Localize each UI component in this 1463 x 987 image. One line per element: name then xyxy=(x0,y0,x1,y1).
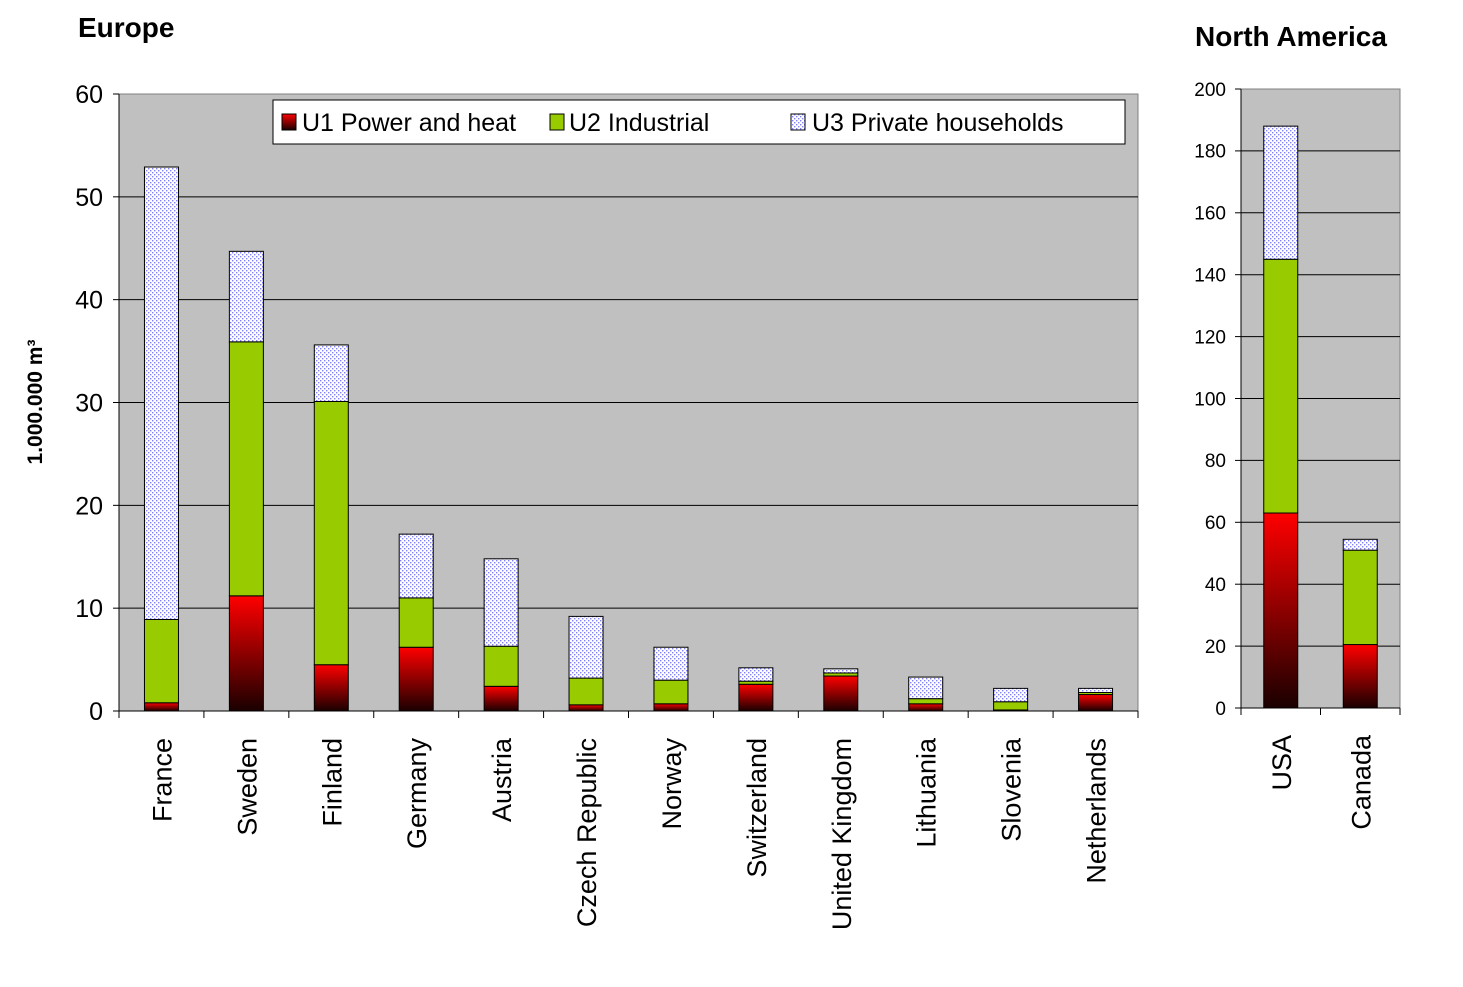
north-america-y-tick-label-200: 200 xyxy=(1194,80,1226,101)
legend-label-u2: U2 Industrial xyxy=(569,109,709,137)
europe-category-label-slovenia: Slovenia xyxy=(997,737,1027,842)
north-america-y-tick-label-80: 80 xyxy=(1205,451,1226,472)
europe-bar-czech-republic-u1 xyxy=(568,704,604,712)
europe-bar-czech-republic-u3 xyxy=(568,615,604,679)
europe-category-label-france: France xyxy=(147,738,177,822)
europe-bar-united-kingdom-u1 xyxy=(823,675,859,712)
europe-bar-norway-u1 xyxy=(653,703,689,712)
north-america-y-tick-label-140: 140 xyxy=(1194,266,1226,287)
north-america-y-tick-label-0: 0 xyxy=(1215,699,1226,720)
north-america-y-tick-label-20: 20 xyxy=(1205,637,1226,658)
legend: U1 Power and heat U2 Industrial U3 Priva… xyxy=(272,99,1126,145)
europe-y-tick-label-40: 40 xyxy=(75,287,103,315)
europe-bar-slovenia-u2 xyxy=(993,701,1029,711)
europe-bar-lithuania-u2 xyxy=(908,698,944,705)
europe-bar-austria-u1 xyxy=(483,685,519,712)
europe-category-label-lithuania: Lithuania xyxy=(912,737,942,848)
europe-y-tick-label-30: 30 xyxy=(75,390,103,418)
europe-bar-finland-u1 xyxy=(313,664,349,712)
europe-bar-germany-u2 xyxy=(398,597,434,648)
europe-bar-slovenia-u3 xyxy=(993,687,1029,703)
europe-y-tick-label-50: 50 xyxy=(75,184,103,212)
north-america-title: North America xyxy=(1195,21,1387,52)
europe-category-label-switzerland: Switzerland xyxy=(742,738,772,878)
europe-bar-france-u3 xyxy=(143,166,179,620)
europe-bar-france-u1 xyxy=(143,702,179,712)
north-america-y-tick-label-160: 160 xyxy=(1194,204,1226,225)
europe-axes: 0 10 20 30 40 50 60 France Sweden Finland Germany A… xyxy=(75,81,1139,930)
europe-bar-netherlands-u1 xyxy=(1078,694,1114,712)
north-america-bar-usa-u2 xyxy=(1263,258,1299,514)
north-america-category-label-usa: USA xyxy=(1267,735,1297,791)
europe-bar-netherlands-u3 xyxy=(1078,687,1114,693)
europe-bar-france-u2 xyxy=(143,618,179,704)
north-america-bar-canada-u2 xyxy=(1342,549,1378,646)
legend-box xyxy=(272,99,1126,145)
europe-bar-austria-u3 xyxy=(483,558,519,647)
europe-bar-germany-u1 xyxy=(398,646,434,712)
europe-y-tick-label-10: 10 xyxy=(75,595,103,623)
europe-y-tick-label-0: 0 xyxy=(89,698,103,726)
europe-bar-finland-u3 xyxy=(313,344,349,402)
europe-bars xyxy=(143,166,1114,712)
europe-bar-sweden-u3 xyxy=(228,250,264,343)
europe-bar-austria-u2 xyxy=(483,645,519,687)
europe-bar-sweden-u1 xyxy=(228,595,264,712)
north-america-y-tick-label-120: 120 xyxy=(1194,327,1226,348)
north-america-bar-usa-u3 xyxy=(1263,125,1299,260)
europe-bar-lithuania-u3 xyxy=(908,676,944,700)
europe-bar-lithuania-u1 xyxy=(908,703,944,712)
europe-category-label-austria: Austria xyxy=(487,737,517,822)
north-america-axes: 0 20 40 60 80 100 120 140 160 180 200 USA Canada xyxy=(1194,80,1401,830)
europe-bar-sweden-u2 xyxy=(228,341,264,597)
europe-gridlines xyxy=(119,196,1138,609)
north-america-bar-canada-u3 xyxy=(1342,538,1378,551)
north-america-y-tick-label-100: 100 xyxy=(1194,389,1226,410)
north-america-bar-usa-u1 xyxy=(1263,512,1299,709)
north-america-y-tick-label-40: 40 xyxy=(1205,575,1226,596)
europe-category-label-czech-republic: Czech Republic xyxy=(572,738,602,927)
europe-bar-norway-u3 xyxy=(653,646,689,681)
europe-category-label-sweden: Sweden xyxy=(232,738,262,836)
europe-bar-switzerland-u3 xyxy=(738,667,774,682)
north-america-bars xyxy=(1263,125,1378,709)
europe-bar-czech-republic-u2 xyxy=(568,677,604,706)
north-america-bar-canada-u1 xyxy=(1342,644,1378,709)
north-america-y-tick-label-60: 60 xyxy=(1205,513,1226,534)
legend-swatch-u2 xyxy=(549,113,565,131)
europe-category-label-finland: Finland xyxy=(317,738,347,827)
europe-bar-united-kingdom-u3 xyxy=(823,668,859,674)
europe-y-axis-label: 1.000.000 m³ xyxy=(24,340,47,465)
legend-label-u1: U1 Power and heat xyxy=(302,109,516,137)
europe-category-label-norway: Norway xyxy=(657,738,687,830)
europe-bar-germany-u3 xyxy=(398,533,434,599)
legend-swatch-u1 xyxy=(281,113,297,131)
europe-y-tick-label-60: 60 xyxy=(75,81,103,109)
europe-panel: Europe 1.000.000 m³ 0 10 20 30 40 50 60 France S… xyxy=(24,12,1139,930)
europe-category-label-germany: Germany xyxy=(402,738,432,850)
europe-title: Europe xyxy=(78,12,174,43)
north-america-category-label-canada: Canada xyxy=(1346,734,1376,830)
north-america-panel: North America 0 20 40 60 80 100 120 140 160 180 20… xyxy=(1194,21,1401,830)
north-america-y-tick-label-180: 180 xyxy=(1194,142,1226,163)
europe-category-label-netherlands: Netherlands xyxy=(1082,738,1112,884)
legend-swatch-u3 xyxy=(790,113,806,131)
europe-bar-switzerland-u1 xyxy=(738,683,774,712)
legend-label-u3: U3 Private households xyxy=(812,109,1064,137)
europe-category-label-united-kingdom: United Kingdom xyxy=(827,738,857,930)
europe-bar-finland-u2 xyxy=(313,400,349,666)
europe-y-tick-label-20: 20 xyxy=(75,492,103,520)
europe-bar-norway-u2 xyxy=(653,679,689,705)
